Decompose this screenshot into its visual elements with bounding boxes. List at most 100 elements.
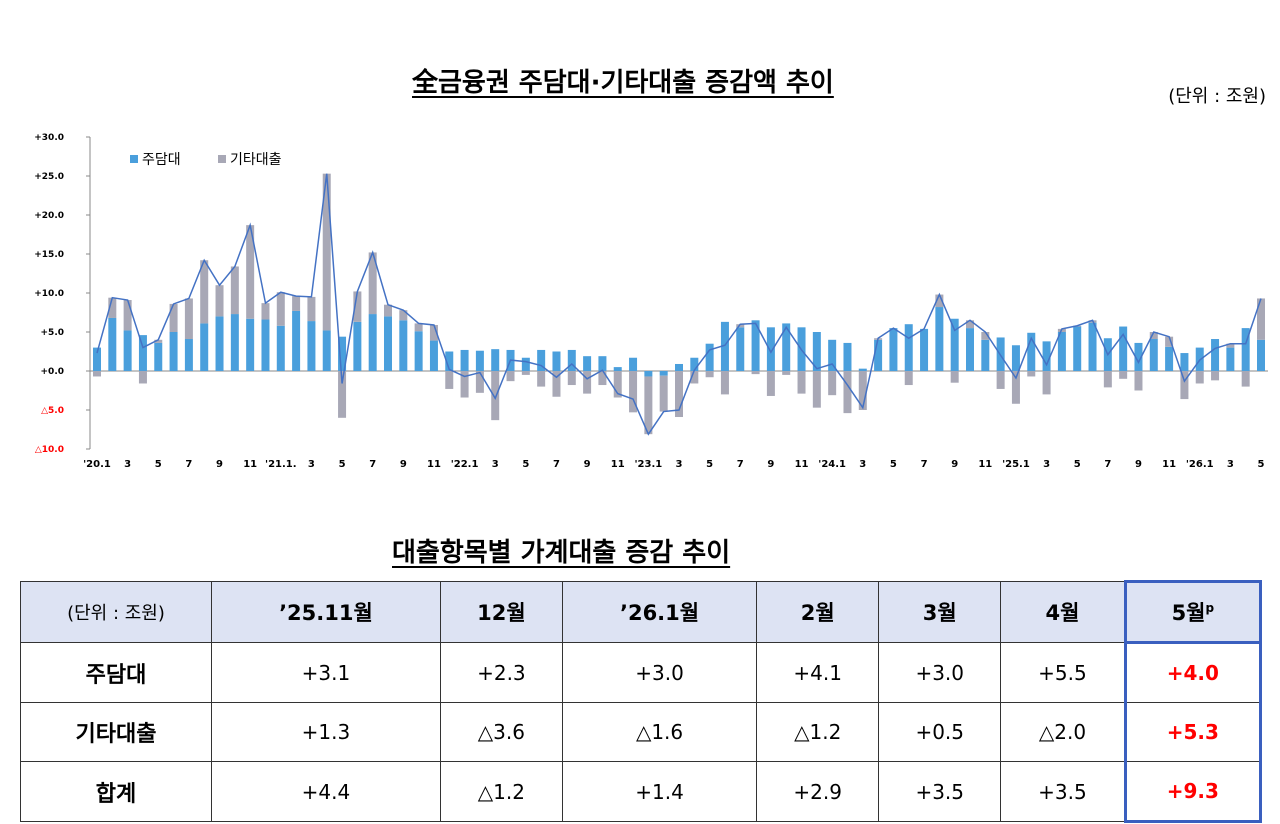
cell: +3.5	[1000, 761, 1126, 822]
bar	[506, 371, 515, 382]
bar	[613, 367, 622, 371]
x-tick-label: 7	[921, 459, 928, 470]
x-tick-label: 9	[951, 459, 958, 470]
x-tick-label: '25.1	[1002, 459, 1030, 470]
x-tick-label: 7	[737, 459, 744, 470]
header-cell: ’26.1월	[561, 581, 758, 643]
cell: +1.3	[211, 702, 441, 762]
table-row: 기타대출 +1.3 △3.6 △1.6 △1.2 +0.5 △2.0 +5.3	[20, 702, 1263, 762]
bar	[736, 324, 745, 328]
bar	[1134, 371, 1143, 391]
bar	[200, 260, 209, 324]
bar	[292, 310, 301, 371]
bar	[154, 342, 163, 371]
bar	[797, 371, 806, 394]
bar	[1241, 371, 1250, 387]
bar	[659, 371, 668, 376]
bar	[736, 327, 745, 371]
x-tick-label: 7	[185, 459, 192, 470]
bar	[276, 292, 285, 326]
cell: △1.2	[439, 761, 563, 822]
cell: +1.4	[561, 761, 758, 822]
y-tick-label: +10.0	[34, 289, 64, 299]
bar	[215, 316, 224, 371]
y-tick-label: △5.0	[41, 406, 64, 416]
x-tick-label: 3	[859, 459, 866, 470]
bar	[1011, 345, 1020, 371]
table-row: 주담대 +3.1 +2.3 +3.0 +4.1 +3.0 +5.5 +4.0	[20, 641, 1263, 703]
bar	[782, 323, 791, 371]
bar	[690, 371, 699, 384]
bar	[904, 324, 913, 371]
bar	[889, 328, 898, 371]
x-tick-label: 3	[676, 459, 683, 470]
bar	[705, 343, 714, 371]
x-tick-label: 11	[243, 459, 257, 470]
cell: △3.6	[439, 702, 563, 762]
table-row: 합계 +4.4 △1.2 +1.4 +2.9 +3.5 +3.5 +9.3	[20, 761, 1263, 823]
bar	[475, 371, 484, 393]
y-tick-label: +15.0	[34, 250, 64, 260]
x-tick-label: 11	[611, 459, 625, 470]
legend-label: 기타대출	[230, 152, 282, 168]
header-text: 2월	[800, 601, 835, 625]
bar	[184, 298, 193, 340]
bar	[246, 318, 255, 371]
header-text: 5월	[1171, 601, 1206, 625]
bar	[843, 371, 852, 414]
bar	[920, 328, 929, 371]
bar	[1088, 322, 1097, 371]
x-tick-label: 5	[1258, 459, 1265, 470]
header-text: ’25.11월	[279, 601, 373, 625]
total-line	[96, 173, 1262, 436]
header-text: ’26.1월	[619, 601, 700, 625]
bar	[552, 351, 561, 371]
bar	[904, 371, 913, 386]
bar	[445, 351, 454, 371]
bar	[123, 300, 132, 331]
x-tick-label: 7	[1104, 459, 1111, 470]
bar	[598, 371, 607, 386]
cell: △1.2	[756, 702, 880, 762]
bar	[1226, 347, 1235, 371]
legend-swatch	[130, 155, 138, 163]
bar	[981, 332, 990, 340]
bar	[935, 294, 944, 308]
bar	[384, 316, 392, 371]
bar	[414, 323, 423, 332]
cell: +4.1	[756, 642, 880, 703]
cell: △2.0	[1000, 702, 1126, 762]
bar	[246, 225, 255, 319]
bar	[230, 314, 239, 371]
bar	[460, 371, 469, 398]
bar	[353, 291, 362, 322]
bar	[766, 327, 775, 371]
header-cell: 4월	[1000, 581, 1126, 643]
bar	[1119, 371, 1128, 379]
bar	[1119, 326, 1128, 371]
x-tick-label: 5	[155, 459, 162, 470]
y-tick-label: +5.0	[41, 328, 64, 338]
bar	[1257, 339, 1265, 371]
x-tick-label: 5	[339, 459, 346, 470]
bar	[598, 356, 607, 371]
x-tick-label: 3	[308, 459, 315, 470]
bar	[1027, 371, 1036, 377]
bar	[1011, 371, 1020, 404]
bar	[1149, 339, 1158, 371]
bar	[828, 371, 837, 396]
bar	[1241, 328, 1250, 371]
bar	[935, 307, 944, 371]
header-row: (단위 : 조원) ’25.11월 12월 ’26.1월 2월 3월 4월 5월p	[20, 580, 1263, 644]
bar	[338, 371, 347, 418]
bar	[537, 371, 546, 387]
bar	[169, 303, 178, 332]
bar	[567, 371, 576, 386]
x-tick-label: '20.1	[83, 459, 111, 470]
bar	[276, 325, 285, 371]
bar	[1257, 298, 1265, 340]
bar	[981, 339, 990, 371]
bar	[874, 339, 883, 371]
bar	[644, 376, 653, 435]
bar	[261, 319, 270, 371]
